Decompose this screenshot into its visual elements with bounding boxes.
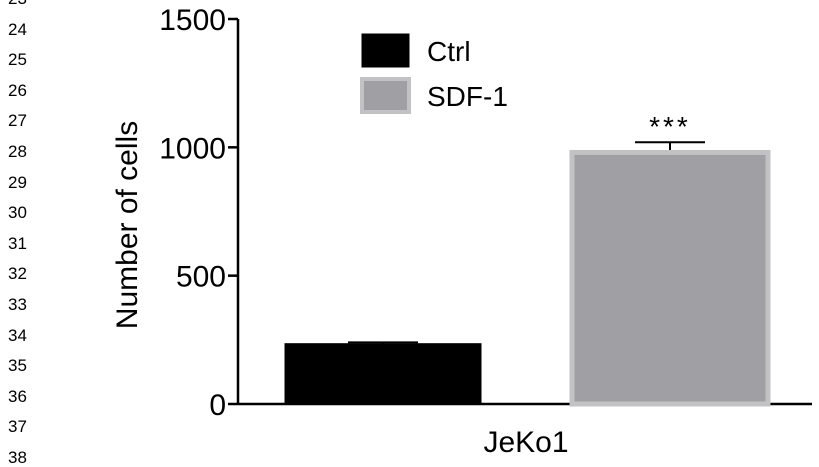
margin-line-number: 23	[8, 0, 27, 7]
legend-label: Ctrl	[427, 36, 471, 67]
margin-line-number: 32	[8, 264, 27, 284]
margin-line-number: 27	[8, 111, 27, 131]
legend-label: SDF-1	[427, 81, 508, 112]
margin-line-number: 28	[8, 142, 27, 161]
y-tick-label: 500	[176, 261, 226, 294]
margin-line-number: 34	[8, 325, 27, 345]
y-tick-label: 1500	[159, 4, 226, 37]
margin-line-number: 24	[8, 19, 27, 39]
legend-swatch	[360, 77, 411, 114]
margin-line-number: 26	[8, 80, 27, 100]
x-axis-label: JeKo1	[483, 426, 568, 459]
y-tick-label: 1000	[159, 132, 226, 165]
chart-bars: ***	[284, 111, 771, 407]
margin-line-number: 35	[8, 356, 27, 376]
significance-annotation: ***	[649, 111, 691, 142]
margin-line-number: 25	[8, 50, 27, 70]
y-axis-label: Number of cells	[111, 121, 144, 329]
margin-line-numbers: 23242526272829303132333435363738	[0, 0, 60, 466]
margin-line-number: 30	[8, 203, 27, 223]
bar-sdf-1	[569, 149, 771, 407]
margin-line-number: 31	[8, 233, 27, 253]
bar-ctrl	[284, 343, 482, 405]
margin-line-number: 37	[8, 417, 27, 437]
y-tick-label: 0	[209, 389, 226, 422]
legend-swatch	[361, 33, 410, 68]
margin-line-number: 36	[8, 386, 27, 406]
margin-line-number: 29	[8, 172, 27, 192]
margin-line-number: 33	[8, 295, 27, 314]
chart-legend: Ctrl SDF-1	[360, 33, 508, 114]
